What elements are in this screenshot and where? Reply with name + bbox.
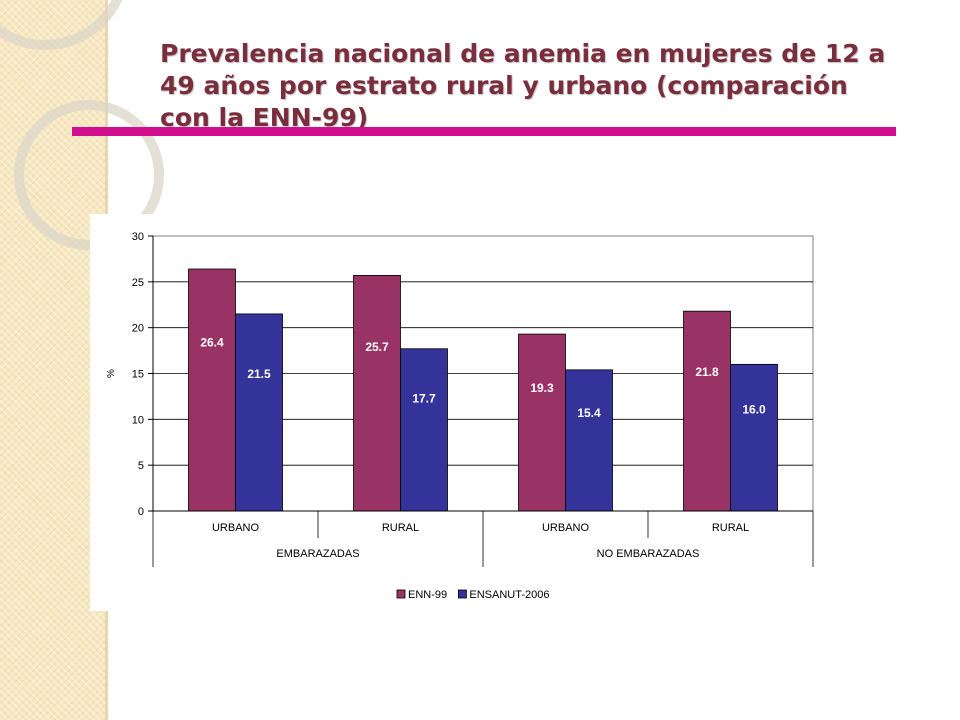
chart-panel: 26.4 21.5 25.7 17.7 19.3 15.4 21.8 16.0 0 5 10 15 2… [90,214,835,611]
bar [518,333,566,512]
y-tick-label: 0 [138,506,144,518]
y-tick-label: 5 [138,460,144,472]
legend-label: ENSANUT-2006 [469,589,549,601]
axis-layer: 0 5 10 15 20 25 30% URBANO RURAL URBANO RURAL EMBAR… [106,231,814,567]
data-label: 21.5 [247,367,271,381]
x-tick-label: URBANO [542,522,590,534]
data-label: 21.8 [695,365,719,379]
bar [730,363,778,512]
title-accent-bar [72,127,896,136]
data-label: 25.7 [365,340,389,354]
data-label: 19.3 [530,381,554,395]
data-label: 15.4 [577,406,601,420]
bar [235,313,283,512]
bar [353,275,401,512]
data-label: 17.7 [412,391,436,405]
y-tick-label: 30 [132,231,144,243]
legend-swatch [457,589,467,599]
bar-layer [188,268,778,512]
legend-label: ENN-99 [408,589,447,601]
decorative-ring-top [0,0,130,50]
x-tick-label: RURAL [382,522,419,534]
y-tick-label: 15 [132,369,144,381]
decorative-ring-middle [14,100,164,250]
x-tick-label: RURAL [712,522,749,534]
x-group-label: EMBARAZADAS [276,548,359,560]
bar-chart: 26.4 21.5 25.7 17.7 19.3 15.4 21.8 16.0 0 5 10 15 2… [106,231,814,601]
bar [565,369,613,512]
data-label: 16.0 [742,402,766,416]
y-tick-label: 10 [132,414,144,426]
x-group-label: NO EMBARAZADAS [597,548,700,560]
y-tick-label: 25 [132,277,144,289]
y-tick-label: 20 [132,323,144,335]
data-label: 26.4 [200,336,224,350]
x-tick-label: URBANO [212,522,260,534]
slide-title: Prevalencia nacional de anemia en mujere… [160,39,886,132]
y-axis-label: % [106,369,117,378]
bar [188,268,236,512]
bar [683,310,731,512]
data-label-layer: 26.4 21.5 25.7 17.7 19.3 15.4 21.8 16.0 [200,336,766,421]
legend-swatch [396,589,406,599]
bar [400,348,448,512]
legend: ENN-99 ENSANUT-2006 [396,589,549,601]
